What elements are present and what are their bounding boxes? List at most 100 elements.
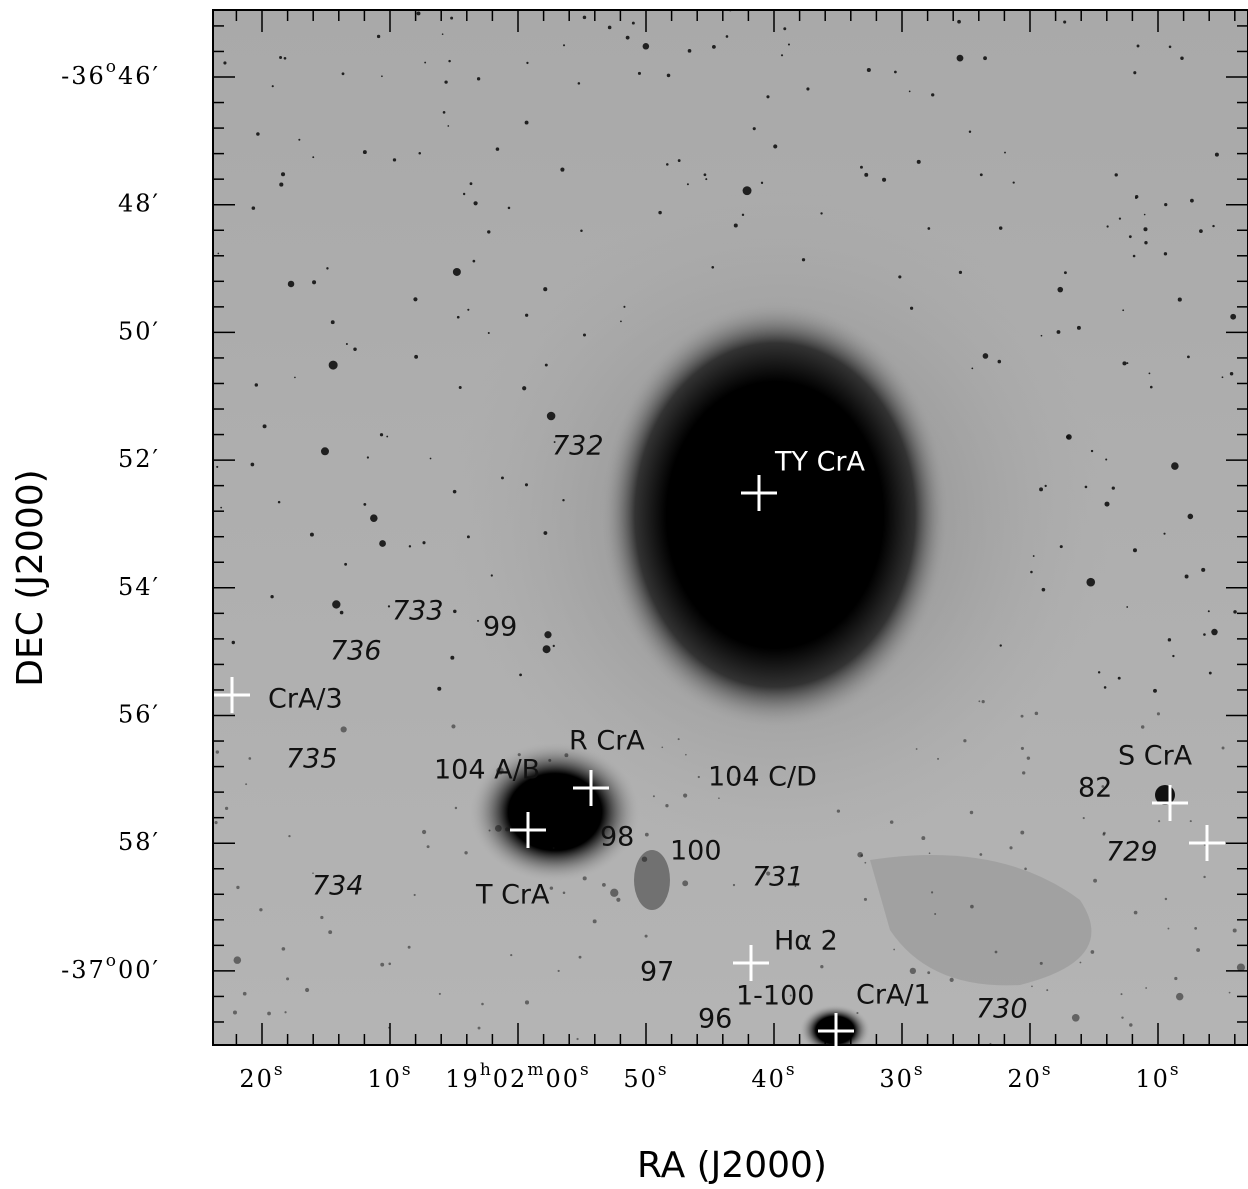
- star: [1031, 986, 1033, 988]
- star: [983, 353, 989, 359]
- star: [553, 645, 555, 647]
- star: [1021, 747, 1024, 750]
- annotation: 104 A/B: [434, 755, 540, 786]
- star: [1126, 362, 1128, 364]
- star: [491, 574, 493, 576]
- star: [332, 600, 340, 608]
- star: [270, 595, 273, 598]
- tick-label-part: 52′: [118, 445, 160, 473]
- star: [583, 16, 587, 20]
- tick-label-part: s: [580, 1060, 591, 1080]
- x-tick-label: 30s: [879, 1060, 924, 1093]
- star: [1033, 555, 1035, 557]
- star: [856, 1012, 858, 1014]
- star: [860, 166, 863, 169]
- tick-label-part: 10: [367, 1065, 402, 1093]
- star: [653, 795, 655, 797]
- tick-label-part: s: [786, 1060, 797, 1080]
- star: [1137, 45, 1140, 48]
- star: [978, 700, 980, 702]
- x-tick-label: 10s: [367, 1060, 412, 1093]
- star: [282, 947, 286, 951]
- tick-label-part: 58′: [118, 828, 160, 856]
- star: [783, 27, 786, 30]
- tick-label-part: 54′: [118, 572, 160, 600]
- annotation: 99: [483, 612, 517, 643]
- star: [1230, 372, 1233, 375]
- star: [543, 287, 547, 291]
- star: [998, 360, 1002, 364]
- star: [773, 144, 777, 148]
- tick-label-part: m: [527, 1060, 545, 1080]
- star: [1168, 638, 1171, 641]
- star: [979, 853, 982, 856]
- star: [1000, 644, 1002, 646]
- y-tick-label: 48′: [118, 189, 160, 217]
- star: [632, 22, 635, 25]
- star: [781, 54, 783, 56]
- star: [712, 45, 716, 49]
- star: [447, 125, 449, 127]
- star: [278, 501, 281, 504]
- star: [367, 456, 369, 458]
- star: [733, 884, 735, 886]
- star: [1118, 677, 1121, 680]
- annotation: 732: [552, 431, 604, 462]
- star: [1030, 571, 1033, 574]
- star: [1133, 548, 1137, 552]
- star: [564, 753, 568, 757]
- x-tick-label: 20s: [239, 1060, 284, 1093]
- annotation: Hα 2: [774, 926, 838, 957]
- star: [1072, 1014, 1080, 1022]
- star: [882, 178, 886, 182]
- star: [1004, 152, 1006, 154]
- star: [687, 183, 689, 185]
- star: [937, 758, 939, 760]
- tick-label-part: 10: [1135, 1065, 1170, 1093]
- star: [864, 862, 866, 864]
- star: [898, 275, 901, 278]
- y-tick-label: 54′: [118, 572, 160, 600]
- star: [802, 258, 805, 261]
- annotation: CrA/1: [856, 980, 931, 1011]
- star: [563, 44, 565, 46]
- star: [1215, 153, 1219, 157]
- star: [788, 43, 790, 45]
- star: [331, 320, 335, 324]
- star: [233, 1011, 237, 1015]
- star: [553, 847, 555, 849]
- star: [1187, 355, 1190, 358]
- star: [342, 72, 345, 75]
- star: [642, 857, 647, 862]
- star: [473, 260, 476, 263]
- star: [682, 880, 688, 886]
- star: [341, 726, 347, 732]
- star: [453, 610, 456, 613]
- star: [950, 978, 954, 982]
- star: [593, 919, 597, 923]
- star: [934, 913, 936, 915]
- star: [288, 281, 295, 288]
- star: [216, 466, 218, 468]
- figure: 20s10s19h02m00s50s40s30s20s10s-36o46′48′…: [0, 0, 1248, 1189]
- annotation: S CrA: [1118, 741, 1193, 772]
- star: [583, 334, 586, 337]
- tick-label-part: 40: [751, 1065, 786, 1093]
- star: [806, 87, 809, 90]
- star: [439, 993, 441, 995]
- tick-label-part: 46′: [118, 62, 160, 90]
- star: [1021, 715, 1024, 718]
- star: [1009, 846, 1012, 849]
- star: [543, 531, 547, 535]
- star: [867, 68, 871, 72]
- star: [820, 212, 822, 214]
- star: [267, 1012, 271, 1016]
- star: [623, 306, 625, 308]
- star: [1064, 271, 1067, 274]
- star: [999, 226, 1002, 229]
- star: [583, 876, 587, 880]
- star: [522, 386, 526, 390]
- star: [259, 908, 262, 911]
- annotation: 736: [330, 636, 382, 667]
- tick-label-part: 56′: [118, 700, 160, 728]
